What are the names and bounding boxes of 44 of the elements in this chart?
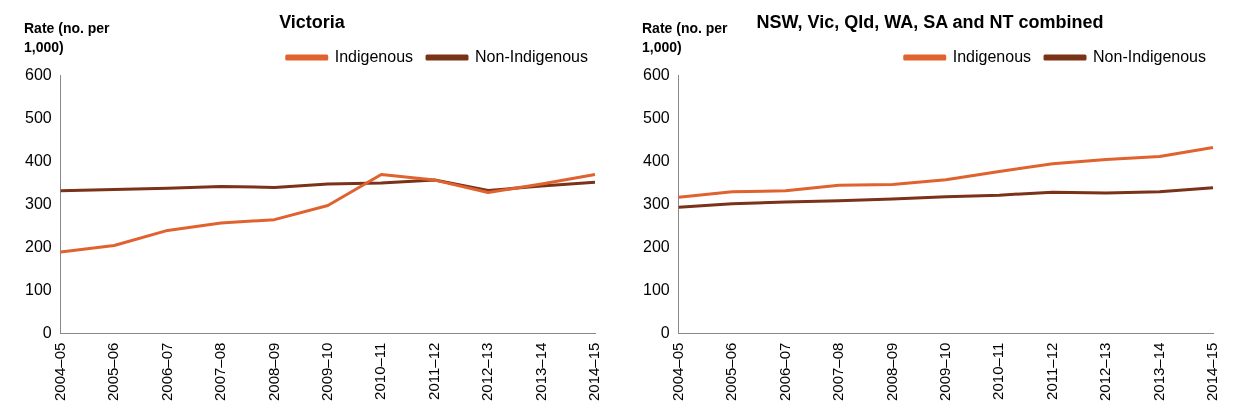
x-tick-label: 2007–08	[211, 342, 229, 402]
x-tick-label: 2009–10	[317, 342, 335, 402]
y-tick-label: 600	[642, 66, 670, 84]
legend-label: Non-Indigenous	[1093, 48, 1206, 66]
x-tick-label: 2005–06	[104, 342, 122, 402]
y-axis-title: Rate (no. per 1,000)	[642, 19, 729, 55]
y-tick-label: 500	[24, 109, 52, 127]
x-tick-label: 2009–10	[935, 342, 953, 402]
y-tick-label: 500	[642, 109, 670, 127]
y-axis-title: Rate (no. per 1,000)	[24, 19, 111, 55]
y-tick-label: 300	[642, 195, 670, 213]
x-tick-label: 2011–12	[424, 342, 442, 400]
x-tick-label: 2007–08	[829, 342, 847, 402]
x-tick-label: 2008–09	[264, 342, 282, 402]
x-tick-label: 2010–11	[371, 342, 389, 400]
legend-label: Non-Indigenous	[475, 48, 588, 66]
x-tick-label: 2004–05	[668, 342, 686, 402]
x-tick-label: 2013–14	[531, 342, 549, 402]
y-tick-label: 100	[24, 281, 52, 299]
x-tick-label: 2014–15	[1203, 342, 1221, 402]
y-tick-label: 200	[24, 238, 52, 256]
y-tick-label: 400	[24, 152, 52, 170]
x-tick-label: 2006–07	[775, 342, 793, 402]
x-tick-label: 2006–07	[157, 342, 175, 402]
x-tick-label: 2010–11	[989, 342, 1007, 400]
y-tick-label: 100	[642, 281, 670, 299]
x-tick-label: 2013–14	[1149, 342, 1167, 402]
y-tick-label: 200	[642, 238, 670, 256]
y-tick-label: 300	[24, 195, 52, 213]
y-tick-label: 0	[42, 324, 52, 342]
x-tick-label: 2012–13	[1096, 342, 1114, 402]
y-tick-label: 0	[660, 324, 670, 342]
legend-label: Indigenous	[334, 48, 414, 66]
x-tick-label: 2011–12	[1042, 342, 1060, 400]
x-tick-label: 2004–05	[50, 342, 68, 402]
y-tick-label: 400	[642, 152, 670, 170]
x-tick-label: 2012–13	[478, 342, 496, 402]
y-tick-label: 600	[24, 66, 52, 84]
legend-label: Indigenous	[952, 48, 1032, 66]
chart-title: NSW, Vic, Qld, WA, SA and NT combined	[756, 11, 1104, 32]
x-tick-label: 2014–15	[585, 342, 603, 402]
x-tick-label: 2008–09	[882, 342, 900, 402]
x-tick-label: 2005–06	[722, 342, 740, 402]
chart-title: Victoria	[279, 11, 346, 32]
